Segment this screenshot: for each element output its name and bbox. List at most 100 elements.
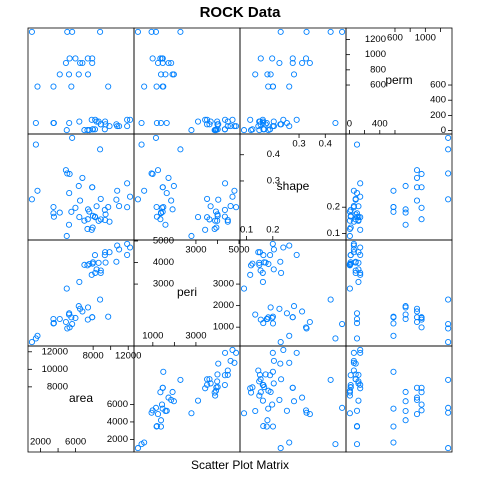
y-tick-label: 0.4 (267, 149, 280, 160)
point (263, 423, 270, 430)
point (204, 214, 211, 221)
point (34, 187, 41, 194)
point (204, 381, 211, 388)
point (269, 349, 276, 356)
point (102, 259, 109, 266)
point (84, 216, 91, 223)
point (286, 359, 293, 366)
point (221, 372, 228, 379)
point (81, 217, 88, 224)
point (215, 360, 222, 367)
point (413, 384, 421, 391)
point (390, 204, 397, 211)
point (163, 119, 170, 127)
point (64, 28, 71, 35)
point (303, 409, 310, 416)
point (169, 206, 176, 213)
point (86, 127, 93, 134)
point (270, 380, 277, 387)
point (418, 314, 425, 321)
point (168, 59, 175, 67)
point (134, 28, 141, 35)
point (355, 259, 362, 266)
point (350, 240, 357, 247)
point (153, 213, 160, 220)
point (293, 349, 300, 356)
point (293, 251, 300, 258)
point (159, 59, 166, 67)
point (445, 404, 452, 411)
point (303, 325, 310, 332)
point (28, 339, 35, 346)
point (418, 170, 425, 178)
point (350, 204, 357, 211)
point (89, 259, 97, 266)
point (97, 28, 104, 35)
point (158, 401, 166, 408)
point (88, 226, 95, 233)
point (206, 121, 213, 128)
y-tick-label: 4000 (153, 257, 174, 268)
point (267, 304, 274, 311)
point (402, 221, 409, 228)
point (352, 376, 359, 383)
variable-name: area (69, 391, 93, 405)
point (280, 244, 287, 251)
point (165, 174, 172, 181)
point (91, 126, 99, 133)
point (211, 389, 218, 396)
point (152, 28, 160, 35)
point (160, 368, 167, 375)
point (138, 119, 145, 127)
point (390, 439, 397, 446)
y-tick-label: 200 (430, 110, 446, 121)
point (68, 314, 75, 321)
point (277, 445, 284, 452)
point (347, 224, 354, 231)
point (332, 335, 339, 342)
point (445, 409, 452, 416)
point (124, 204, 131, 211)
point (168, 197, 175, 204)
point (50, 213, 57, 220)
point (229, 193, 236, 200)
point (413, 308, 421, 315)
point (306, 318, 313, 326)
point (213, 224, 220, 231)
point (222, 116, 229, 123)
point (357, 269, 364, 276)
point (249, 260, 256, 267)
point (69, 134, 76, 141)
x-tick-label: 0.3 (292, 139, 305, 150)
point (50, 119, 57, 127)
point (63, 232, 70, 240)
x-tick-label: 12000 (115, 351, 141, 362)
point (188, 127, 195, 134)
point (221, 381, 228, 389)
x-tick-label: 1000 (415, 33, 436, 44)
point (299, 59, 306, 67)
point (413, 305, 421, 312)
point (357, 349, 364, 356)
point (141, 439, 148, 446)
point (256, 259, 263, 266)
point (141, 187, 148, 194)
point (77, 59, 84, 67)
panel (345, 133, 453, 241)
point (207, 203, 214, 210)
point (97, 216, 104, 223)
point (124, 180, 131, 187)
point (202, 385, 209, 392)
y-tick-label: 3000 (213, 279, 234, 290)
point (352, 259, 359, 266)
x-tick-label: 6000 (65, 437, 86, 448)
point (347, 381, 354, 389)
x-axis-label: Scatter Plot Matrix (191, 458, 289, 472)
point (262, 259, 269, 266)
y-tick-label: 12000 (42, 346, 68, 357)
point (214, 383, 221, 391)
point (267, 71, 274, 78)
point (75, 182, 82, 190)
point (256, 261, 263, 268)
point (134, 196, 141, 203)
